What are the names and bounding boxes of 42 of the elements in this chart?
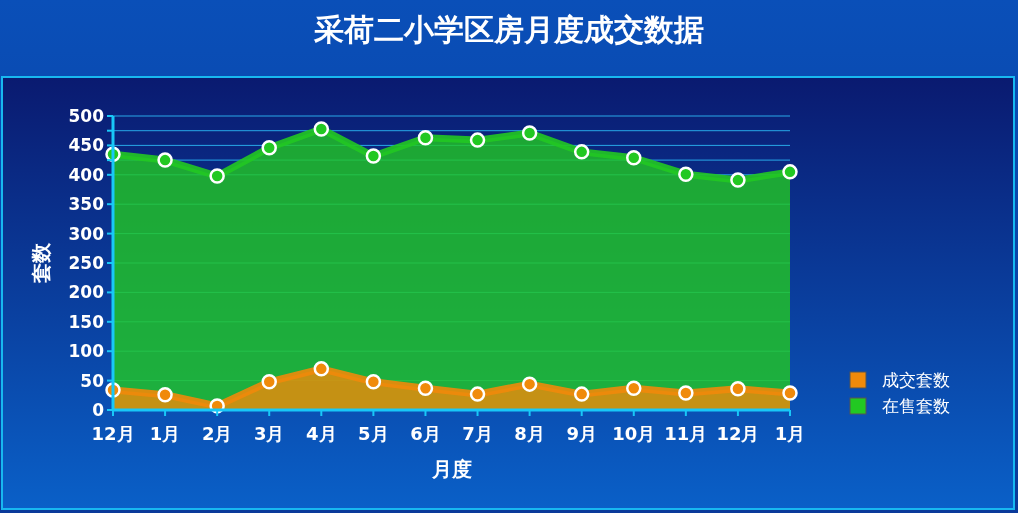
y-tick-label: 500	[68, 106, 105, 126]
y-tick-label: 0	[92, 400, 105, 420]
point	[365, 374, 382, 390]
x-tick-label: 5月	[358, 423, 389, 444]
point	[782, 385, 798, 401]
point	[417, 380, 434, 396]
y-tick-label: 150	[68, 311, 105, 332]
y-tick-label: 250	[68, 253, 105, 273]
y-tick-label: 100	[68, 341, 105, 362]
y-tick-label: 400	[68, 164, 105, 185]
x-tick-label: 4月	[306, 423, 337, 444]
legend-label: 成交套数	[882, 370, 950, 390]
x-tick-label: 1月	[774, 423, 806, 444]
x-tick-label: 3月	[253, 423, 285, 444]
y-tick-label: 300	[68, 223, 105, 244]
point	[157, 386, 173, 403]
x-tick-label: 1月	[149, 423, 181, 444]
x-tick-label: 7月	[462, 423, 493, 444]
point	[521, 376, 538, 392]
x-tick-label: 12月	[716, 423, 760, 444]
x-tick-label: 8月	[514, 423, 545, 444]
x-axis-title: 月度	[430, 457, 472, 481]
legend-label: 在售套数	[882, 396, 950, 416]
point	[313, 361, 330, 377]
point	[626, 380, 642, 396]
x-tick-label: 10月	[612, 423, 656, 444]
x-tick-label: 6月	[410, 423, 441, 444]
y-tick-label: 50	[80, 370, 105, 391]
y-axis-title: 套数	[29, 242, 53, 284]
x-tick-label: 9月	[566, 423, 597, 444]
y-tick-label: 350	[68, 194, 105, 215]
y-tick-label: 450	[68, 135, 105, 156]
y-tick-label: 200	[68, 282, 105, 303]
x-tick-label: 11月	[664, 423, 708, 444]
point	[573, 386, 590, 402]
point	[469, 386, 486, 402]
chart-title: 采荷二小学区房月度成交数据	[313, 12, 704, 47]
point	[730, 381, 746, 397]
x-tick-label: 2月	[201, 423, 233, 444]
point	[678, 385, 694, 401]
point	[261, 374, 277, 390]
x-tick-label: 12月	[91, 423, 135, 444]
